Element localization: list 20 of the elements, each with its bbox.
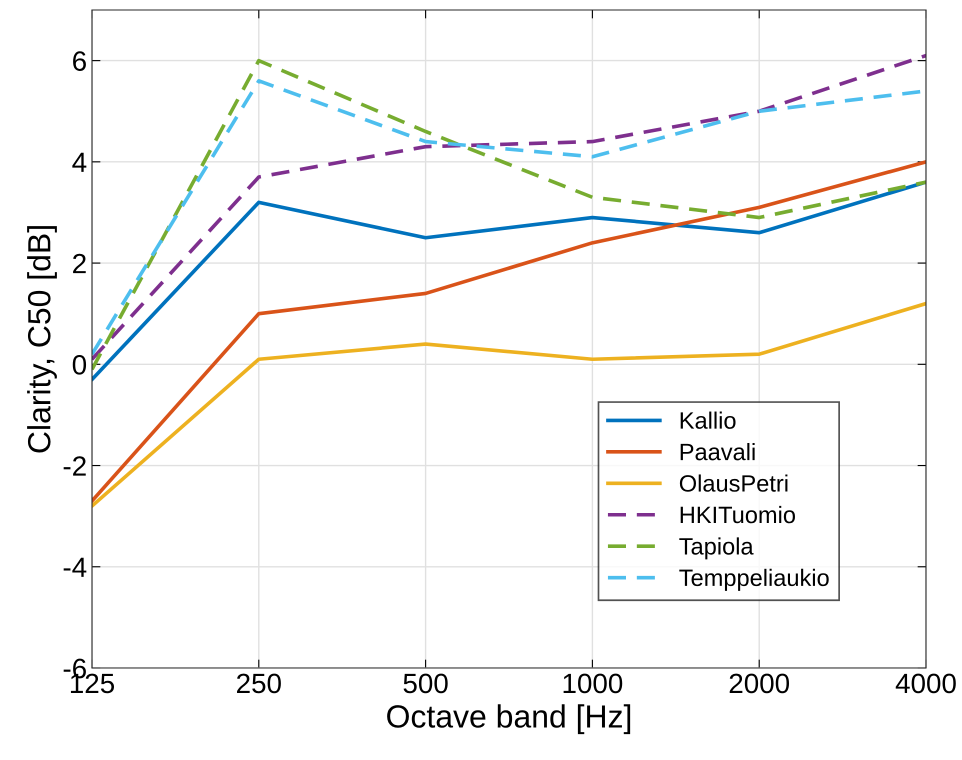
x-tick-label: 1000 xyxy=(564,674,622,694)
x-axis-title: Octave band [Hz] xyxy=(387,704,630,734)
x-tick-label: 4000 xyxy=(896,674,956,694)
y-tick-label: 0 xyxy=(72,354,86,375)
legend-label: Temppeliaukio xyxy=(679,568,829,591)
legend-label: Paavali xyxy=(680,442,755,460)
y-tick-label: 2 xyxy=(73,254,86,274)
line-series xyxy=(92,160,926,503)
y-tick-label: 4 xyxy=(72,152,86,172)
y-tick-label: 6 xyxy=(73,51,86,71)
y-tick-label: -2 xyxy=(64,456,86,476)
y-axis-title: Clarity, C50 [dB] xyxy=(27,226,57,452)
y-tick-label: -4 xyxy=(64,558,86,577)
legend-label: Tapiola xyxy=(679,537,754,560)
x-tick-label: 500 xyxy=(404,674,448,694)
legend-label: Kallio xyxy=(680,412,736,429)
x-tick-label: 250 xyxy=(237,674,281,694)
legend-label: OlausPetri xyxy=(680,474,788,492)
x-tick-label: 2000 xyxy=(730,674,790,694)
legend-label: HKITuomio xyxy=(680,506,795,524)
